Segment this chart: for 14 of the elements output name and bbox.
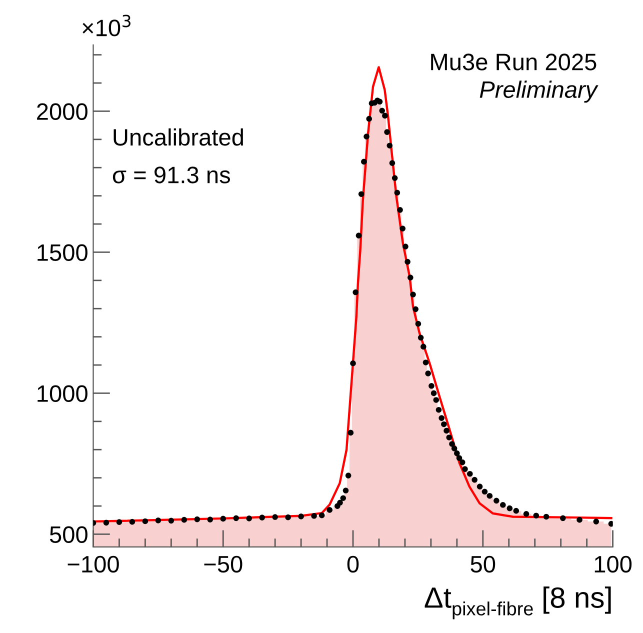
y-tick-label: 500	[50, 526, 88, 544]
x-tick-label: 100	[594, 556, 632, 573]
x-tick-label: 50	[470, 556, 496, 573]
text: ×10$^{3}$	[82, 14, 130, 36]
x-tick-label: −50	[204, 556, 242, 573]
x-tick-label: 0	[347, 556, 359, 573]
y-tick-label: 1000	[38, 385, 88, 402]
annotation: Mu3e Run 2025	[431, 54, 596, 70]
x-tick-label: −100	[68, 556, 119, 573]
annotation: σ = 91.3 ns	[112, 166, 230, 184]
annotation: Uncalibrated	[114, 128, 243, 146]
annotation: Preliminary	[480, 80, 598, 103]
y-tick-label: 2000	[37, 103, 88, 120]
y-tick-label: 1500	[38, 244, 88, 262]
